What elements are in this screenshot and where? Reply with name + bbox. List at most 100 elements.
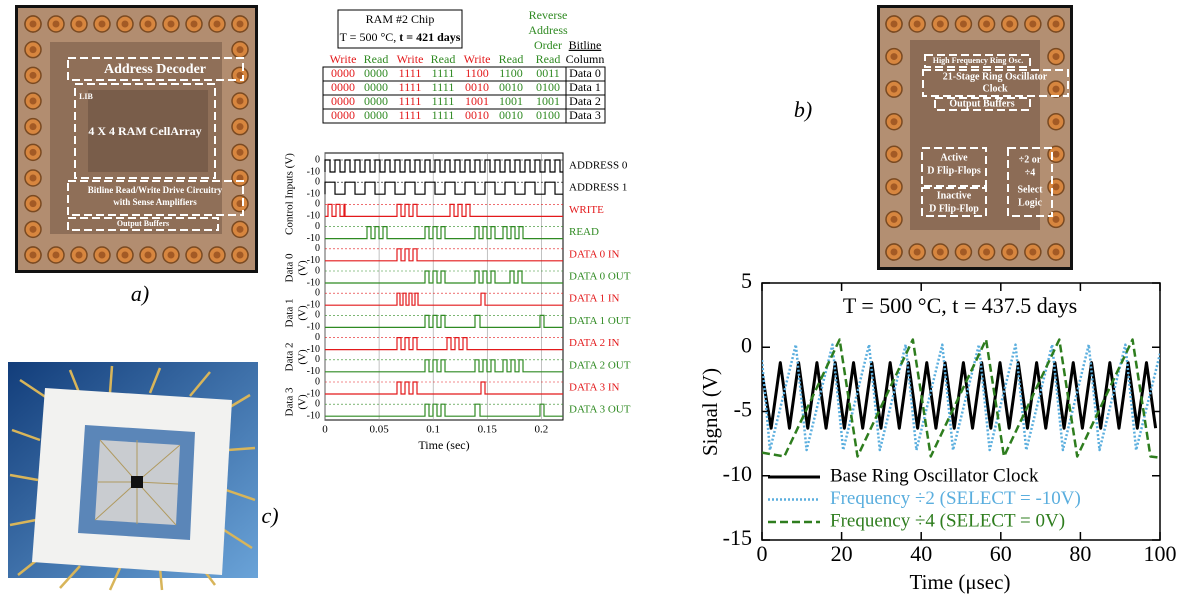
group-label: Data 2 [284, 342, 296, 371]
bond-pad-center [29, 123, 37, 131]
table-cell: 1001 [536, 94, 560, 108]
y-tick-label: 0 [315, 199, 320, 210]
bond-pad-center [959, 20, 967, 28]
chip-label: LIB [79, 92, 93, 101]
trace-name: DATA 0 OUT [569, 271, 631, 283]
table-cell: 0000 [364, 108, 388, 122]
table-cell: 1111 [432, 108, 455, 122]
package-photo [8, 362, 258, 591]
operation-header: Write [464, 52, 491, 66]
bond-pad-center [1052, 215, 1060, 223]
y-tick-label: -10 [307, 188, 320, 199]
y-tick-label: 5 [741, 268, 752, 293]
bond-pad-center [29, 225, 37, 233]
bond-pad-center [29, 251, 37, 259]
chip-label: High Frequency Ring Osc. [933, 56, 1024, 65]
bond-pad-center [913, 20, 921, 28]
bond-pad-center [29, 97, 37, 105]
bond-pad-center [52, 251, 60, 259]
bond-pad-center [1052, 248, 1060, 256]
table-cell: 0100 [536, 80, 560, 94]
y-tick-label: -10 [307, 299, 320, 310]
bond-pad-center [29, 46, 37, 54]
table-cell: 0000 [364, 80, 388, 94]
trace-name: DATA 2 IN [569, 337, 620, 349]
trace-name: WRITE [569, 204, 604, 216]
table-cell: Data 1 [569, 80, 601, 94]
bond-pad-center [52, 20, 60, 28]
y-tick-label: 0 [315, 398, 320, 409]
y-tick-label: -10 [307, 410, 320, 421]
reverse-header: Address [528, 23, 568, 37]
group-label: (V) [297, 305, 309, 321]
waveform [324, 159, 563, 173]
panel-label: b) [794, 97, 812, 122]
bond-pad-center [1006, 20, 1014, 28]
group-label: (V) [297, 260, 309, 276]
operation-header: Read [364, 52, 389, 66]
y-tick-label: -10 [307, 166, 320, 177]
waveform [325, 248, 563, 262]
operation-header: Read [431, 52, 456, 66]
table-cell: 0100 [536, 108, 560, 122]
trace-name: ADDRESS 0 [569, 160, 628, 172]
legend-label: Frequency ÷2 (SELECT = -10V) [830, 488, 1081, 509]
bond-pad-center [890, 53, 898, 61]
bond-pad-center [1052, 118, 1060, 126]
chip-label: Output Buffers [117, 219, 169, 228]
bond-pad-center [167, 20, 175, 28]
group-label: (V) [297, 394, 309, 410]
x-axis-label: Time (sec) [418, 438, 469, 452]
bond-pad-center [121, 251, 129, 259]
waveform [325, 203, 563, 217]
bond-pad-center [213, 20, 221, 28]
bond-pad-center [213, 251, 221, 259]
bond-pad-center [98, 20, 106, 28]
bond-pad-center [983, 248, 991, 256]
chip-label: Inactive [937, 190, 972, 201]
waveform [325, 359, 563, 373]
x-tick-label: 0 [322, 424, 328, 436]
bond-pad-center [890, 215, 898, 223]
chart-title: T = 500 °C, t = 437.5 days [843, 293, 1077, 318]
y-tick-label: -10 [307, 211, 320, 222]
table-cell: 0000 [364, 94, 388, 108]
waveform [325, 314, 563, 328]
bitline-header: Bitline [569, 38, 602, 52]
y-axis-label: Signal (V) [698, 368, 722, 456]
y-tick-label: 0 [315, 332, 320, 343]
y-tick-label: -10 [307, 366, 320, 377]
series-line [762, 361, 1158, 430]
legend-label: Base Ring Oscillator Clock [830, 465, 1039, 486]
x-tick-label: 0 [757, 541, 768, 566]
waveform [325, 403, 563, 417]
table-cell: 0010 [499, 80, 523, 94]
reverse-header: Reverse [529, 8, 568, 22]
chip-label: D Flip-Flop [929, 203, 979, 214]
y-tick-label: 0 [315, 154, 320, 165]
x-tick-label: 0.2 [534, 424, 548, 436]
table-cell: Data 3 [569, 108, 601, 122]
trace-name: DATA 1 OUT [569, 315, 631, 327]
bond-pad-center [890, 118, 898, 126]
bond-pad-center [1052, 150, 1060, 158]
group-label: Data 3 [284, 387, 296, 417]
bond-pad-center [236, 71, 244, 79]
bond-pad-center [1052, 183, 1060, 191]
bond-pad-center [890, 150, 898, 158]
bond-pad-center [144, 251, 152, 259]
bond-pad-center [236, 123, 244, 131]
series-line [762, 338, 1160, 459]
waveform [325, 381, 563, 395]
y-tick-label: -15 [723, 525, 752, 550]
operation-header: Write [397, 52, 424, 66]
x-tick-label: 0.1 [426, 424, 440, 436]
bond-pad-center [29, 148, 37, 156]
chip-label: Address Decoder [104, 62, 206, 77]
chip-label: Clock [983, 83, 1008, 94]
y-tick-label: 0 [741, 332, 752, 357]
table-cell: 1111 [399, 108, 422, 122]
bond-pad-center [236, 20, 244, 28]
x-tick-label: 60 [990, 541, 1012, 566]
bond-pad-center [913, 248, 921, 256]
